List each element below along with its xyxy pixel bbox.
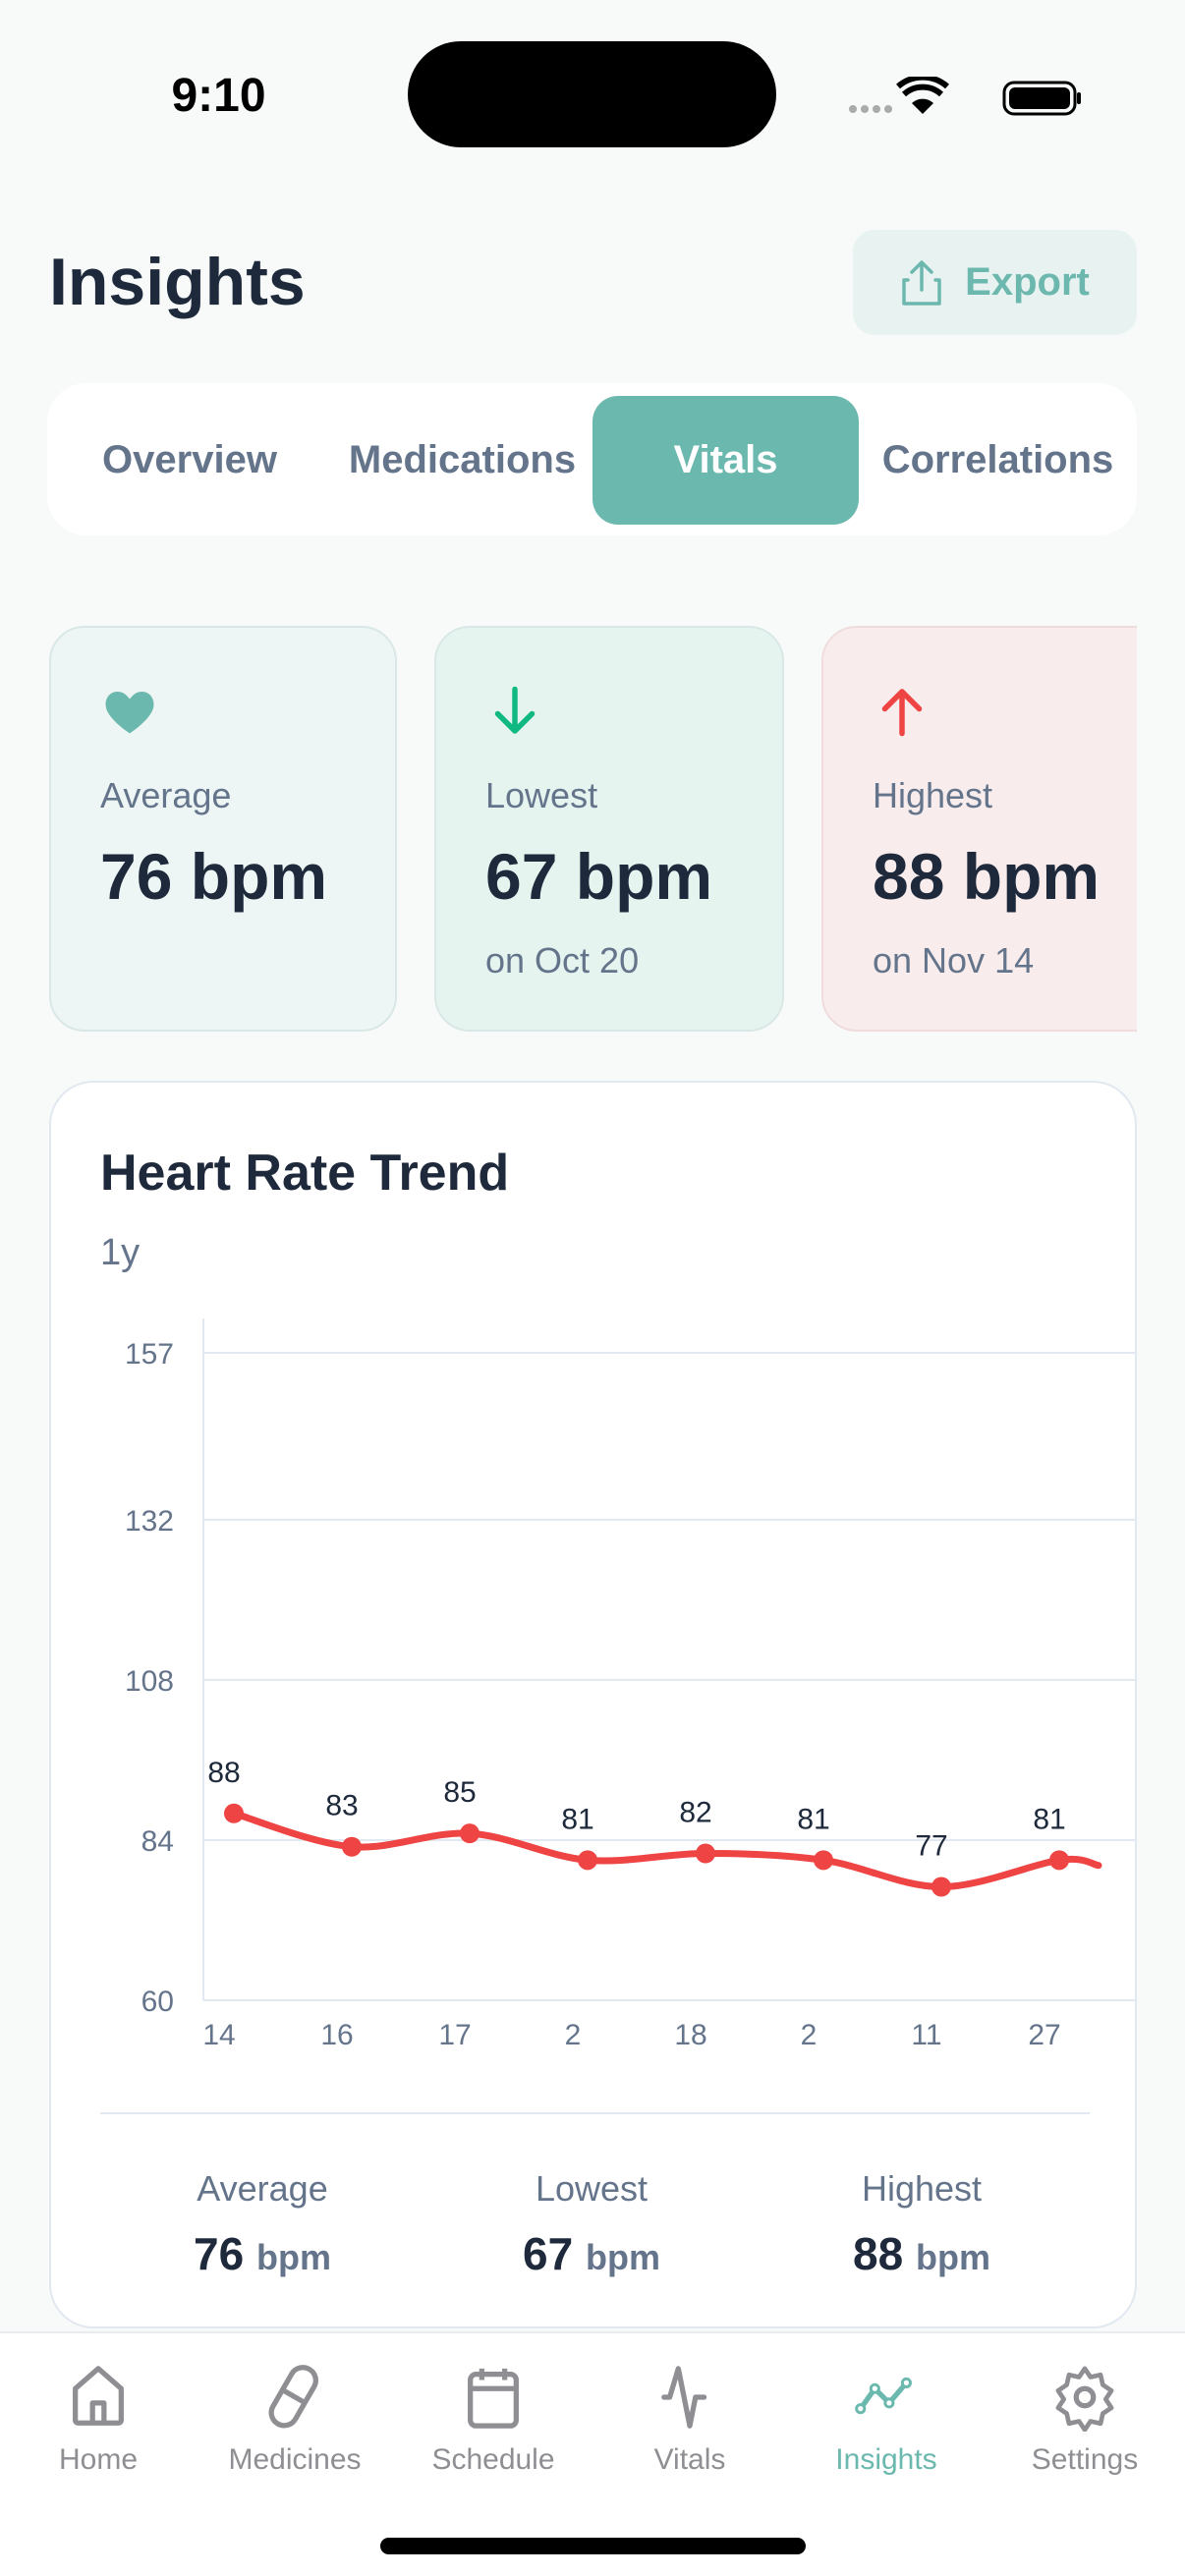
summary-value: 76 [194,2228,245,2279]
summary-value: 67 [523,2228,574,2279]
data-point [696,1843,715,1864]
data-point [578,1850,597,1871]
stat-card-average: Average 76 bpm [49,626,397,1032]
y-tick-label: 132 [125,1505,174,1538]
stat-label: Average [100,775,232,815]
divider [100,2112,1090,2114]
summary-average: Average 76 bpm [105,2168,420,2280]
x-tick-label: 16 [320,2019,353,2051]
home-icon [73,2366,124,2426]
stat-value: 76 bpm [100,840,328,913]
data-label: 81 [1033,1803,1065,1835]
page-title: Insights [49,245,306,319]
nav-label: Schedule [431,2443,555,2476]
segment-tabs: Overview Medications Vitals Correlations [47,383,1137,535]
data-point [460,1823,480,1844]
data-point [814,1850,833,1871]
pill-icon [268,2365,318,2429]
heart-rate-card: Heart Rate Trend 1y 157 132 108 84 60 88 14 83 1… [49,1081,1137,2328]
arrow-down-icon [494,686,536,734]
stat-cards-scroller[interactable]: Average 76 bpm Lowest 67 bpm on Oct 20 H… [0,609,1137,1051]
heart-icon [105,692,154,734]
nav-label: Medicines [228,2443,362,2476]
data-label: 88 [207,1757,240,1789]
y-tick-label: 108 [125,1665,174,1698]
status-icons [847,74,1083,116]
data-label: 82 [679,1797,711,1829]
export-button[interactable]: Export [853,230,1137,335]
heart-rate-chart: 157 132 108 84 60 88 14 83 16 85 17 81 2 82 18 81 2 77 11 8… [125,1318,1135,2051]
x-tick-label: 2 [565,2019,582,2051]
stat-date: on Oct 20 [485,940,640,980]
summary-label: Average [197,2168,328,2209]
gear-icon [1055,2366,1114,2432]
nav-settings[interactable]: Settings [987,2363,1183,2477]
x-tick-label: 2 [801,2019,818,2051]
data-label: 77 [915,1830,947,1863]
signal-wifi-battery-icon [849,74,1081,116]
summary-value: 88 [853,2228,904,2279]
summary-label: Lowest [535,2168,649,2209]
data-point [931,1876,951,1897]
data-label: 81 [561,1803,593,1835]
dynamic-island [408,41,776,147]
export-label: Export [965,260,1090,304]
y-tick-label: 60 [141,1986,174,2018]
nav-label: Settings [1031,2443,1139,2476]
y-tick-label: 157 [125,1338,174,1371]
tab-overview[interactable]: Overview [102,438,277,481]
data-label: 81 [797,1803,829,1835]
summary-highest: Highest 88 bpm [764,2168,1079,2280]
summary-lowest: Lowest 67 bpm [434,2168,749,2280]
stat-value: 67 bpm [485,840,713,913]
nav-medicines[interactable]: Medicines [197,2363,393,2477]
data-label: 83 [325,1790,358,1822]
stat-card-lowest: Lowest 67 bpm on Oct 20 [434,626,784,1032]
x-tick-label: 27 [1028,2019,1060,2051]
summary-unit: bpm [915,2237,990,2277]
share-icon [902,259,941,306]
data-point [224,1803,244,1823]
nav-label: Insights [835,2443,937,2476]
data-label: 85 [443,1776,476,1809]
data-point [1049,1850,1069,1871]
x-tick-label: 18 [674,2019,706,2051]
tab-vitals[interactable]: Vitals [592,396,859,525]
summary-unit: bpm [585,2237,660,2277]
status-time: 9:10 [171,70,266,122]
series-line [230,1810,1102,1891]
nav-label: Home [58,2443,139,2476]
data-point [342,1836,362,1857]
nav-insights[interactable]: Insights [788,2363,985,2477]
bottom-tab-bar: Home Medicines Schedule Vitals Insights … [0,2331,1185,2576]
stat-date: on Nov 14 [873,940,1035,980]
nav-vitals[interactable]: Vitals [592,2363,788,2477]
home-indicator [380,2538,806,2554]
pulse-icon [661,2366,707,2429]
x-tick-label: 17 [438,2019,471,2051]
nav-home[interactable]: Home [0,2363,197,2477]
calendar-icon [468,2368,519,2429]
chart-title: Heart Rate Trend [100,1145,510,1202]
tab-correlations[interactable]: Correlations [881,438,1114,481]
y-tick-label: 84 [141,1825,174,1858]
nav-label: Vitals [653,2443,726,2476]
summary-unit: bpm [255,2237,331,2277]
chart-range: 1y [100,1232,141,1273]
stat-label: Lowest [485,775,598,815]
arrow-up-icon [881,689,923,737]
stat-label: Highest [873,775,993,815]
summary-label: Highest [861,2168,983,2209]
stat-card-highest: Highest 88 bpm on Nov 14 [821,626,1137,1032]
x-tick-label: 11 [911,2019,941,2051]
stat-value: 88 bpm [873,840,1100,913]
trend-icon [855,2377,912,2415]
tab-medications[interactable]: Medications [348,438,577,481]
x-tick-label: 14 [202,2019,235,2051]
nav-schedule[interactable]: Schedule [395,2363,592,2477]
